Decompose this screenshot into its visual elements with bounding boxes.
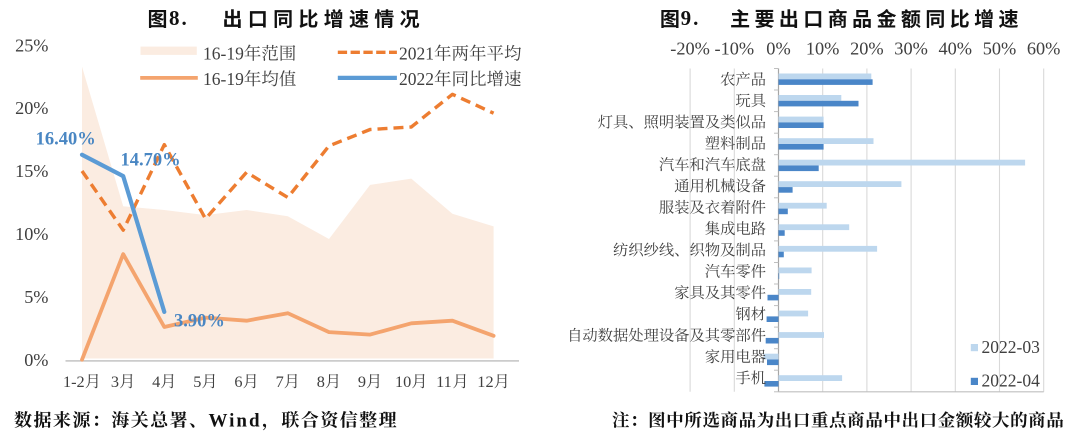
- svg-text:50%: 50%: [983, 38, 1017, 58]
- svg-text:14.70%: 14.70%: [121, 151, 181, 171]
- svg-text:-10%: -10%: [715, 38, 755, 58]
- svg-text:0%: 0%: [24, 350, 48, 370]
- svg-text:8: 8: [317, 372, 325, 391]
- svg-text:9.: 9.: [681, 6, 701, 30]
- svg-text:15%: 15%: [15, 161, 48, 181]
- svg-text:10: 10: [395, 372, 411, 391]
- svg-text:40%: 40%: [939, 38, 973, 58]
- svg-text:2021: 2021: [399, 44, 434, 64]
- svg-text:2022: 2022: [399, 69, 434, 89]
- svg-text:5: 5: [193, 372, 201, 391]
- svg-text:3: 3: [111, 372, 119, 391]
- svg-text:1-2: 1-2: [63, 372, 85, 391]
- svg-text:20%: 20%: [15, 98, 48, 118]
- svg-text:16-19: 16-19: [203, 44, 244, 64]
- svg-text:8.: 8.: [169, 6, 189, 30]
- svg-text:20%: 20%: [850, 38, 884, 58]
- svg-text:30%: 30%: [894, 38, 928, 58]
- svg-text:10%: 10%: [806, 38, 840, 58]
- svg-text:7: 7: [276, 372, 284, 391]
- svg-text:2022-04: 2022-04: [982, 371, 1041, 391]
- svg-text:16-19: 16-19: [203, 69, 244, 89]
- svg-text:12: 12: [477, 372, 493, 391]
- svg-text:3.90%: 3.90%: [174, 312, 225, 332]
- svg-text:-20%: -20%: [670, 38, 710, 58]
- svg-text:0%: 0%: [766, 38, 790, 58]
- svg-text:60%: 60%: [1027, 38, 1061, 58]
- svg-text:4: 4: [152, 372, 160, 391]
- svg-text:10%: 10%: [15, 224, 48, 244]
- svg-text:Wind: Wind: [209, 410, 262, 431]
- svg-text:2022-03: 2022-03: [982, 337, 1041, 357]
- svg-text:11: 11: [436, 372, 452, 391]
- svg-text:9: 9: [358, 372, 366, 391]
- svg-text:5%: 5%: [24, 287, 48, 307]
- svg-text:25%: 25%: [15, 35, 48, 55]
- svg-text:16.40%: 16.40%: [36, 129, 96, 149]
- svg-text:6: 6: [234, 372, 242, 391]
